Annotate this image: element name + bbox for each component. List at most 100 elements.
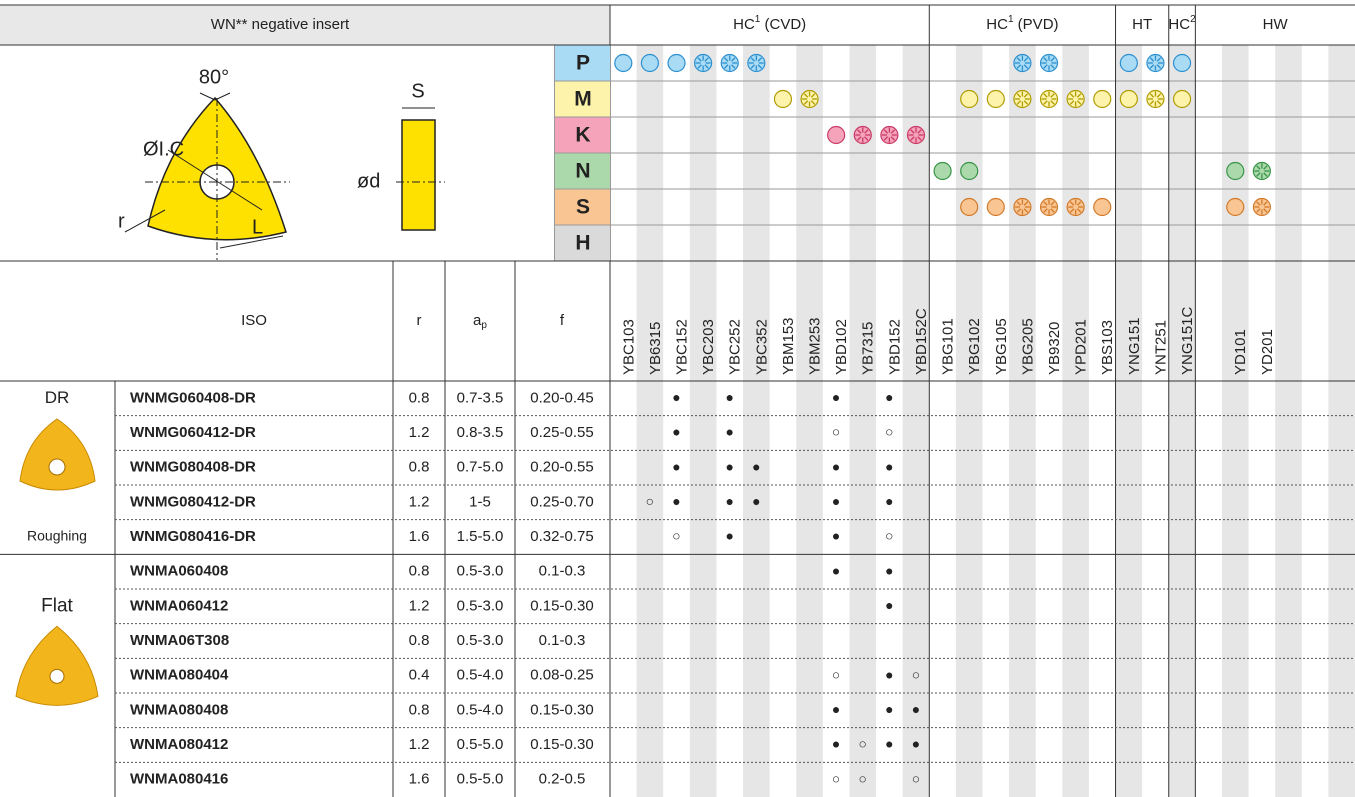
section-caption: Roughing [27, 528, 87, 544]
grade-icon-pattern [731, 57, 736, 62]
grade-icon [960, 89, 979, 109]
f-heading: f [560, 312, 565, 329]
grade-label: YBG101 [940, 318, 957, 375]
nose-radius: 1.2 [409, 736, 430, 753]
grade-icon [960, 197, 979, 217]
column-stripe [689, 45, 717, 797]
grade-recommendation: ○ [885, 528, 893, 544]
depth-of-cut: 0.5-5.0 [457, 771, 504, 788]
grade-icon [667, 53, 686, 73]
depth-of-cut: 1.5-5.0 [457, 528, 504, 545]
grid-layer [0, 4, 1355, 797]
grade-recommendation: ○ [885, 424, 893, 440]
insert-side-view [401, 119, 436, 231]
grade-label: YBD152 [886, 319, 903, 375]
feed-rate: 0.25-0.55 [530, 424, 593, 441]
iso-heading: ISO [241, 312, 267, 329]
grade-icon-pattern [1050, 201, 1055, 206]
feed-rate: 0.1-0.3 [539, 632, 586, 649]
grade-recommendation: ● [752, 458, 760, 474]
grade-icon-pattern [1069, 208, 1075, 213]
grade-icon-pattern [864, 136, 869, 141]
grade-label: YBC103 [620, 319, 637, 375]
iso-code: WNMA06T308 [130, 632, 229, 649]
grade-icon [1119, 53, 1138, 73]
grade-icon-pattern [1016, 100, 1022, 105]
depth-of-cut: 0.5-3.0 [457, 632, 504, 649]
grade-icon-pattern [1016, 201, 1022, 206]
grade-recommendation: ○ [912, 666, 920, 682]
grade-recommendation: ○ [832, 666, 840, 682]
depth-of-cut: 1-5 [469, 493, 491, 510]
grade-recommendation: ● [912, 736, 920, 752]
grade-recommendation: ● [832, 493, 840, 509]
grade-icon-pattern [1043, 201, 1048, 206]
column-stripe [796, 45, 823, 797]
grade-recommendation: ● [725, 458, 733, 474]
grade-icon-pattern [1156, 57, 1162, 62]
grade-icon-pattern [1043, 57, 1048, 62]
grade-recommendation: ● [832, 458, 840, 474]
grade-icon-pattern [1149, 100, 1155, 105]
grade-icon-pattern [1050, 57, 1055, 62]
nose-radius: 0.8 [409, 389, 430, 406]
grade-icon-pattern [803, 93, 809, 98]
grade-icon-pattern [1069, 100, 1075, 105]
grade-icon-pattern [810, 100, 816, 105]
angle-line [199, 92, 216, 101]
grade-recommendation: ○ [832, 770, 840, 786]
ap-main: a [473, 312, 482, 329]
insert-image-hole [49, 668, 65, 684]
group-superscript: 2 [1190, 14, 1196, 25]
grade-icon-pattern [757, 57, 763, 62]
grade-recommendation: ● [672, 389, 680, 405]
grade-label: YB9320 [1046, 322, 1063, 375]
grade-icon [1226, 197, 1245, 217]
grade-label: YBS103 [1099, 320, 1116, 375]
table-title: WN** negative insert [211, 16, 350, 33]
grade-label: YPD201 [1073, 319, 1090, 375]
grade-icon-pattern [1023, 208, 1029, 213]
grade-recommendation: ● [725, 493, 733, 509]
grade-recommendation: ● [885, 701, 893, 717]
grade-label: YNT251 [1152, 320, 1169, 375]
grade-icon-pattern [890, 136, 896, 141]
grade-recommendation: ● [885, 666, 893, 682]
grade-icon-pattern [1016, 93, 1022, 98]
iso-group-cell [555, 189, 610, 225]
grade-icon [773, 89, 793, 109]
grade-icon-pattern [1076, 93, 1082, 98]
iso-code: WNMG080412-DR [130, 493, 256, 510]
group-suffix: (PVD) [1014, 16, 1059, 33]
grade-icon [827, 125, 846, 145]
grade-icon-pattern [704, 64, 709, 69]
depth-of-cut: 0.5-3.0 [457, 597, 504, 614]
iso-group-cell [555, 81, 610, 117]
grade-recommendation: ● [725, 424, 733, 440]
grade-icon-pattern [1256, 165, 1261, 170]
feed-rate: 0.20-0.55 [530, 459, 593, 476]
grade-recommendation: ● [832, 736, 840, 752]
feed-rate: 0.08-0.25 [530, 667, 593, 684]
grade-icon-pattern [1156, 93, 1162, 98]
group-name: HC [1168, 16, 1190, 33]
column-stripe [1221, 45, 1249, 797]
feed-rate: 0.32-0.75 [530, 528, 593, 545]
grade-icon-pattern [1023, 201, 1029, 206]
grade-icon-pattern [723, 57, 729, 62]
grade-icon-pattern [1149, 93, 1155, 98]
iso-group-cell [555, 225, 610, 261]
iso-group-label: K [575, 124, 590, 147]
group-name: HW [1263, 16, 1289, 33]
nose-radius: 1.2 [409, 424, 430, 441]
grade-icon [1119, 89, 1138, 109]
depth-of-cut: 0.5-3.0 [457, 563, 504, 580]
grade-icon-pattern [1016, 57, 1022, 62]
grade-label: YD201 [1259, 329, 1276, 375]
grade-icon-pattern [1023, 100, 1029, 105]
depth-of-cut: 0.5-5.0 [457, 736, 504, 753]
grade-recommendation: ● [832, 701, 840, 717]
grade-recommendation: ○ [646, 493, 654, 509]
grade-label: YNG151C [1179, 306, 1196, 375]
grade-recommendation: ○ [859, 770, 867, 786]
